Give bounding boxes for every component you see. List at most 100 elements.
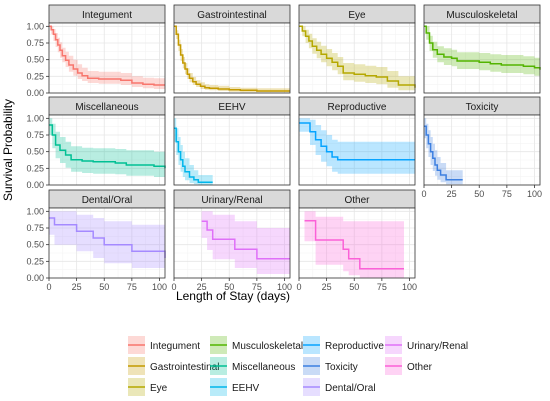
panel-border	[423, 114, 541, 186]
x-tick-label: 0	[296, 282, 301, 292]
x-tick-label: 25	[197, 282, 207, 292]
legend-label: Gastrointestinal	[150, 362, 219, 373]
survival-curve	[424, 125, 463, 181]
legend-label: Reproductive	[325, 341, 384, 352]
panel-eye: Eye	[298, 4, 416, 94]
legend-label: Urinary/Renal	[407, 341, 468, 352]
panel-border	[48, 114, 166, 186]
confidence-band	[299, 26, 415, 92]
y-tick-label: 0.25	[26, 163, 44, 173]
panel-urinary-renal: Urinary/Renal 0 25 50 75 100	[171, 189, 292, 292]
panel-border	[298, 114, 416, 186]
panel-border	[298, 22, 416, 94]
y-tick-label: 1.00	[26, 206, 44, 216]
plot-background	[174, 23, 290, 93]
panel-title: Urinary/Renal	[201, 195, 262, 206]
panel-border	[173, 207, 291, 279]
panel-title: Musculoskeletal	[446, 10, 517, 21]
panel-border	[48, 22, 166, 94]
panel-border	[173, 114, 291, 186]
x-tick-label: 25	[322, 282, 332, 292]
x-tick-label: 50	[349, 282, 359, 292]
panel-title: Dental/Oral	[82, 195, 133, 206]
legend-label: Other	[407, 362, 433, 373]
panel-border	[298, 207, 416, 279]
x-axis-label: Length of Stay (days)	[176, 289, 290, 303]
confidence-band	[174, 118, 213, 185]
legend-label: Integument	[150, 341, 200, 352]
y-tick-label: 0.50	[26, 147, 44, 157]
legend-item-other: Other	[385, 357, 433, 375]
x-tick-label: 0	[421, 189, 426, 199]
x-tick-label: 75	[377, 282, 387, 292]
survival-curve	[299, 25, 416, 88]
y-tick-label: 0.50	[26, 55, 44, 65]
legend-label: Dental/Oral	[325, 383, 376, 394]
x-tick-label: 75	[127, 282, 137, 292]
x-tick-label: 0	[171, 282, 176, 292]
survival-curve	[299, 122, 415, 161]
panel-border	[423, 22, 541, 94]
facet-panels: Integument 0.00 0.25 0.50 0.75 1.00 Gastrointe…	[26, 4, 542, 292]
survival-curve	[201, 220, 290, 260]
x-tick-label: 100	[527, 189, 542, 199]
y-tick-label: 1.00	[26, 113, 44, 123]
x-tick-label: 75	[502, 189, 512, 199]
panel-title: Reproductive	[328, 102, 387, 113]
y-axis-label: Survival Probability	[1, 99, 15, 201]
survival-curve	[424, 25, 541, 70]
panel-other: Other 0 25 50 75 100	[296, 189, 417, 292]
panel-integument: Integument 0.00 0.25 0.50 0.75 1.00	[26, 4, 166, 98]
y-tick-label: 0.50	[26, 240, 44, 250]
panel-title: Gastrointestinal	[197, 10, 266, 21]
x-tick-label: 100	[277, 282, 292, 292]
y-tick-label: 1.00	[26, 21, 44, 31]
confidence-band	[304, 211, 404, 278]
panel-title: EEHV	[218, 102, 246, 113]
panel-reproductive: Reproductive	[298, 96, 416, 186]
x-tick-label: 100	[152, 282, 167, 292]
x-tick-label: 0	[46, 282, 51, 292]
x-tick-label: 25	[72, 282, 82, 292]
x-tick-label: 25	[447, 189, 457, 199]
panel-title: Miscellaneous	[75, 102, 138, 113]
legend-label: Musculoskeletal	[232, 341, 303, 352]
y-tick-label: 0.25	[26, 256, 44, 266]
legend: Integument Gastrointestinal Eye Musculoskel…	[128, 336, 468, 396]
x-tick-label: 100	[402, 282, 417, 292]
panel-title: Toxicity	[466, 102, 499, 113]
survival-curve	[304, 219, 404, 270]
panel-musculoskeletal: Musculoskeletal	[423, 4, 541, 94]
legend-item-eye: Eye	[128, 378, 168, 396]
confidence-band	[49, 118, 165, 179]
legend-item-reproductive: Reproductive	[303, 336, 384, 354]
survival-curve	[49, 25, 165, 86]
panel-gastrointestinal: Gastrointestinal	[173, 4, 291, 94]
y-tick-label: 0.25	[26, 71, 44, 81]
panel-miscellaneous: Miscellaneous 0.00 0.25 0.50 0.75 1.00	[26, 96, 166, 190]
legend-label: Miscellaneous	[232, 362, 295, 373]
y-tick-label: 0.00	[26, 180, 44, 190]
legend-item-urinary-renal: Urinary/Renal	[385, 336, 468, 354]
legend-label: Eye	[150, 383, 168, 394]
panel-border	[173, 22, 291, 94]
y-tick-label: 0.00	[26, 273, 44, 283]
survival-curve	[49, 217, 166, 258]
x-tick-label: 50	[474, 189, 484, 199]
legend-item-gastrointestinal: Gastrointestinal	[128, 357, 219, 375]
survival-curve	[49, 124, 166, 169]
panel-toxicity: Toxicity 0 25 50 75 100	[421, 96, 542, 199]
y-tick-label: 0.00	[26, 88, 44, 98]
confidence-band	[424, 118, 463, 185]
legend-item-integument: Integument	[128, 336, 200, 354]
panel-title: Eye	[348, 10, 366, 21]
panel-eehv: EEHV	[173, 96, 291, 186]
legend-label: Toxicity	[325, 362, 358, 373]
x-tick-label: 75	[252, 282, 262, 292]
legend-item-toxicity: Toxicity	[303, 357, 358, 375]
survival-curve	[174, 127, 213, 184]
panel-dental-oral: Dental/Oral 0.00 0.25 0.50 0.75 1.00 0 25 50 75 10…	[26, 189, 167, 292]
x-tick-label: 50	[99, 282, 109, 292]
legend-item-miscellaneous: Miscellaneous	[210, 357, 295, 375]
